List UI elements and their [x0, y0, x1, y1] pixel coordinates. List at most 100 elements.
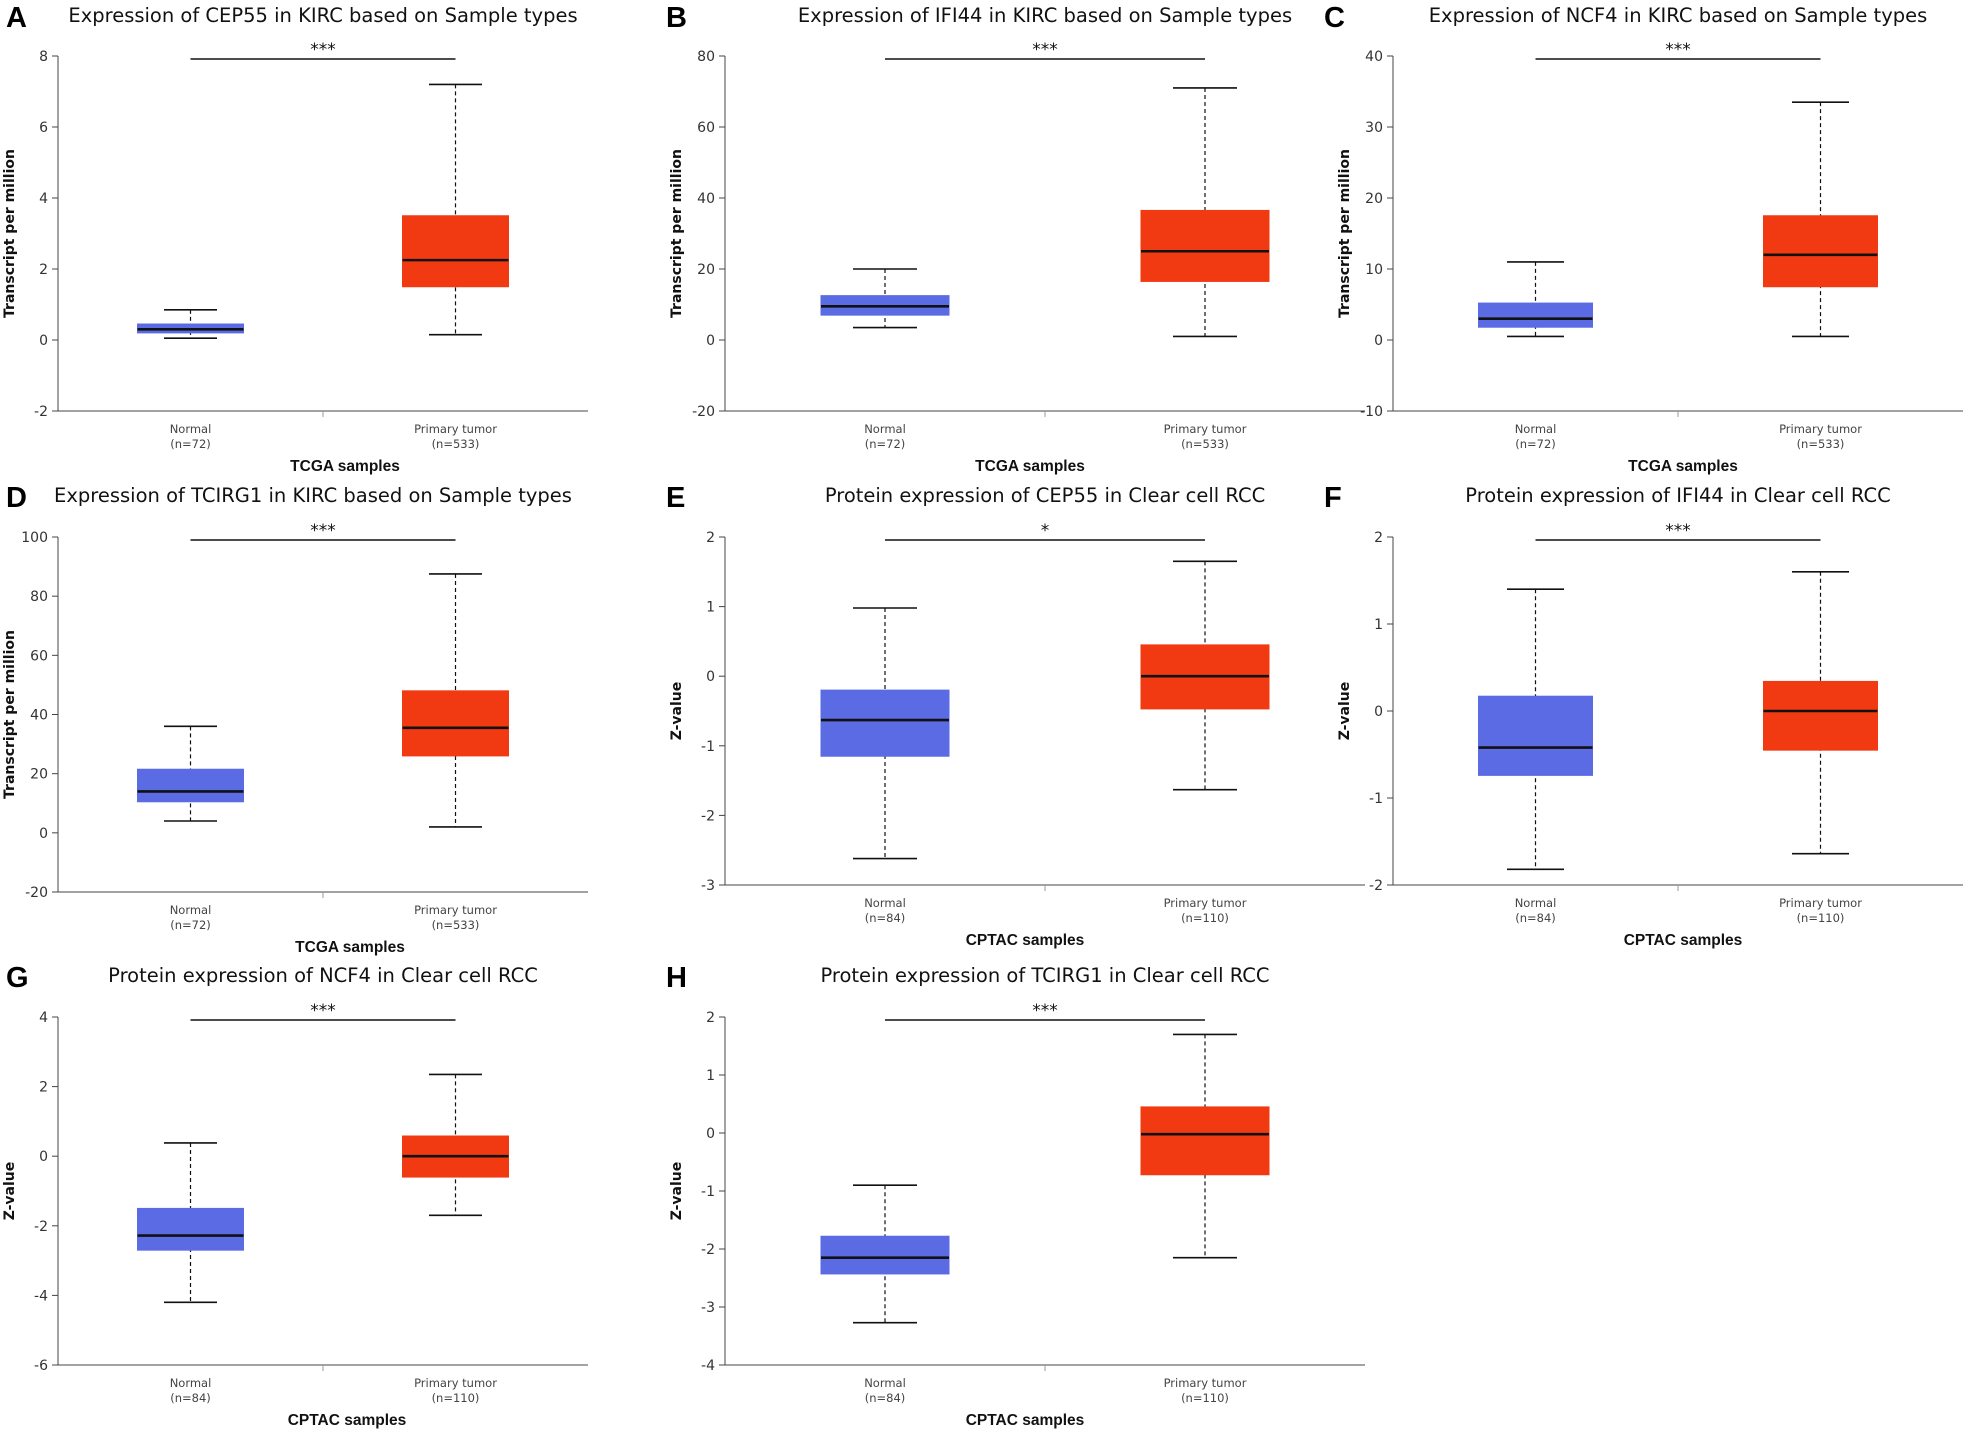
y-tick-label: -2 [701, 1242, 715, 1258]
chart-title: Protein expression of IFI44 in Clear cel… [1465, 484, 1890, 507]
category-label-tumor: Primary tumor [414, 903, 497, 917]
y-tick-label: -20 [25, 885, 48, 901]
x-axis-label: TCGA samples [975, 458, 1085, 475]
y-tick-label: 60 [697, 120, 715, 136]
y-tick-label: 0 [39, 826, 48, 842]
chart-title: Expression of TCIRG1 in KIRC based on Sa… [54, 484, 572, 507]
y-tick-label: 2 [706, 530, 715, 546]
sample-count-tumor: (n=533) [1181, 437, 1229, 451]
panel-e: E Protein expression of CEP55 in Clear ce… [660, 480, 1365, 960]
chart-title: Protein expression of CEP55 in Clear cel… [825, 484, 1265, 507]
significance-label: * [1041, 521, 1050, 541]
y-tick-label: 2 [39, 1080, 48, 1096]
sample-count-normal: (n=84) [170, 1391, 211, 1405]
category-label-normal: Normal [170, 422, 212, 436]
panel-letter: E [666, 482, 685, 514]
category-label-normal: Normal [1515, 422, 1557, 436]
panel-c: C Expression of NCF4 in KIRC based on Sam… [1318, 0, 1975, 480]
panel-a: A Expression of CEP55 in KIRC based on Sa… [0, 0, 660, 480]
y-axis-label: Z-value [669, 1162, 685, 1221]
y-tick-label: 6 [39, 120, 48, 136]
y-tick-label: -20 [692, 404, 715, 420]
y-tick-label: -6 [34, 1358, 48, 1374]
panel-d: D Expression of TCIRG1 in KIRC based on S… [0, 480, 660, 960]
category-label-normal: Normal [864, 896, 906, 910]
category-label-tumor: Primary tumor [414, 422, 497, 436]
category-label-normal: Normal [864, 422, 906, 436]
x-axis-label: TCGA samples [295, 939, 405, 956]
y-tick-label: -2 [701, 808, 715, 824]
x-axis-label: CPTAC samples [966, 932, 1085, 949]
y-axis-label: Z-value [1337, 682, 1353, 741]
significance-label: *** [1665, 521, 1691, 541]
x-axis-label: TCGA samples [290, 458, 400, 475]
chart-title: Expression of NCF4 in KIRC based on Samp… [1429, 4, 1928, 27]
sample-count-normal: (n=72) [1515, 437, 1556, 451]
y-axis-label: Transcript per million [2, 149, 18, 318]
box-normal [820, 1235, 950, 1275]
sample-count-normal: (n=84) [865, 911, 906, 925]
category-label-tumor: Primary tumor [1779, 422, 1862, 436]
category-label-tumor: Primary tumor [1164, 896, 1247, 910]
panel-g: G Protein expression of NCF4 in Clear cel… [0, 960, 660, 1440]
box-tumor [1140, 1106, 1270, 1176]
box-normal [1478, 302, 1593, 328]
sample-count-tumor: (n=110) [1181, 1391, 1229, 1405]
chart-svg: D Expression of TCIRG1 in KIRC based on S… [2, 482, 588, 956]
chart-title: Protein expression of NCF4 in Clear cell… [108, 964, 538, 987]
chart-svg: G Protein expression of NCF4 in Clear cel… [2, 962, 588, 1429]
y-tick-label: 2 [39, 262, 48, 278]
y-tick-label: 40 [697, 191, 715, 207]
box-tumor [1763, 215, 1878, 288]
y-tick-label: 20 [30, 767, 48, 783]
box-tumor [402, 690, 509, 757]
y-tick-label: 8 [39, 49, 48, 65]
y-tick-label: 80 [30, 589, 48, 605]
y-axis-label: Z-value [669, 682, 685, 741]
y-tick-label: 40 [30, 708, 48, 724]
category-label-tumor: Primary tumor [1164, 1376, 1247, 1390]
significance-label: *** [310, 521, 336, 541]
chart-title: Expression of CEP55 in KIRC based on Sam… [68, 4, 577, 27]
sample-count-normal: (n=72) [170, 437, 211, 451]
y-tick-label: 2 [706, 1010, 715, 1026]
category-label-normal: Normal [864, 1376, 906, 1390]
box-tumor [1763, 680, 1878, 751]
y-tick-label: -1 [701, 739, 715, 755]
panel-letter: G [6, 962, 29, 994]
chart-svg: B Expression of IFI44 in KIRC based on Sa… [666, 2, 1365, 475]
y-axis-label: Z-value [2, 1162, 18, 1221]
y-tick-label: 1 [706, 600, 715, 616]
sample-count-normal: (n=84) [865, 1391, 906, 1405]
y-tick-label: 4 [39, 1010, 48, 1026]
panel-letter: F [1324, 482, 1342, 514]
y-tick-label: -3 [701, 878, 715, 894]
category-label-normal: Normal [170, 903, 212, 917]
y-tick-label: 1 [1374, 617, 1383, 633]
sample-count-tumor: (n=533) [1797, 437, 1845, 451]
y-tick-label: 20 [1365, 191, 1383, 207]
chart-svg: E Protein expression of CEP55 in Clear ce… [666, 482, 1365, 949]
y-tick-label: -2 [1369, 878, 1383, 894]
y-tick-label: 30 [1365, 120, 1383, 136]
y-tick-label: 1 [706, 1068, 715, 1084]
y-tick-label: -1 [701, 1184, 715, 1200]
sample-count-tumor: (n=110) [1797, 911, 1845, 925]
chart-svg: F Protein expression of IFI44 in Clear ce… [1324, 482, 1963, 949]
y-tick-label: 4 [39, 191, 48, 207]
significance-label: *** [1665, 40, 1691, 60]
panel-letter: A [6, 2, 27, 34]
y-tick-label: -3 [701, 1300, 715, 1316]
sample-count-tumor: (n=110) [432, 1391, 480, 1405]
x-axis-label: TCGA samples [1628, 458, 1738, 475]
y-tick-label: -4 [34, 1288, 48, 1304]
sample-count-normal: (n=84) [1515, 911, 1556, 925]
box-normal [137, 1207, 244, 1251]
panel-letter: C [1324, 2, 1345, 34]
y-tick-label: 80 [697, 49, 715, 65]
x-axis-label: CPTAC samples [966, 1412, 1085, 1429]
significance-label: *** [310, 1001, 336, 1021]
box-tumor [1140, 209, 1270, 282]
chart-svg: C Expression of NCF4 in KIRC based on Sam… [1324, 2, 1963, 475]
